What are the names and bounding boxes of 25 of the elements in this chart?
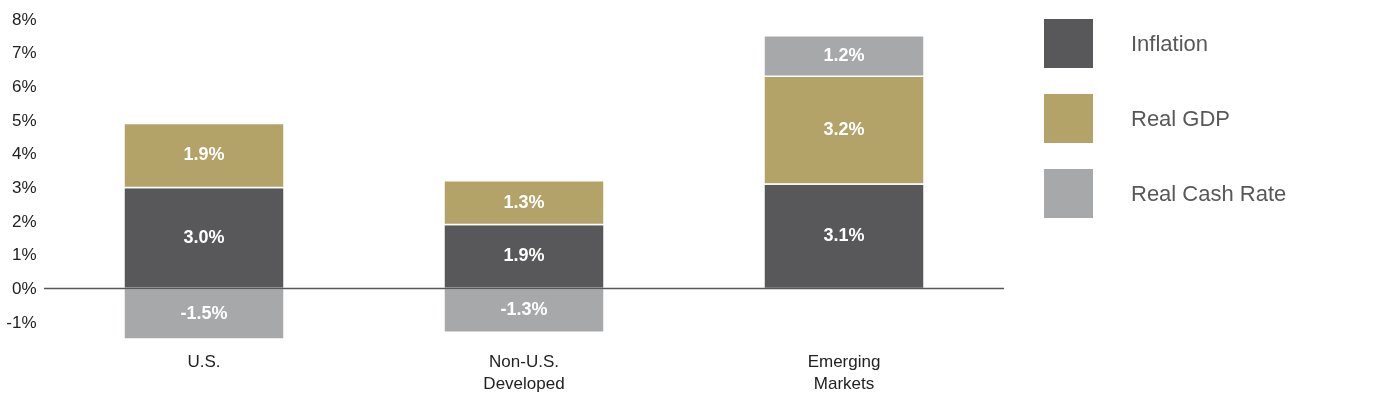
y-tick-label: 2%: [11, 211, 37, 231]
x-tick-label: Emerging Markets: [807, 351, 881, 393]
data-label: 3.2%: [823, 119, 865, 140]
y-tick-label: 7%: [11, 43, 37, 63]
legend-label: Real Cash Rate: [1131, 180, 1287, 206]
data-label: 3.0%: [183, 226, 225, 247]
legend-label: Inflation: [1131, 30, 1209, 56]
data-label: 3.1%: [823, 225, 865, 246]
y-tick-label: 3%: [11, 177, 37, 197]
data-label: -1.3%: [500, 299, 548, 320]
data-label: -1.5%: [180, 302, 228, 323]
x-tick-label: U.S.: [187, 351, 221, 371]
y-tick-label: 0%: [11, 278, 37, 298]
y-tick-label: -1%: [6, 312, 37, 332]
data-label: 1.9%: [183, 144, 225, 165]
data-label: 1.2%: [823, 45, 865, 66]
y-tick-label: 5%: [11, 110, 37, 130]
y-tick-label: 1%: [11, 245, 37, 265]
x-tick-label: Non-U.S. Developed: [483, 351, 565, 393]
data-label: 1.9%: [503, 245, 545, 266]
y-tick-label: 8%: [11, 9, 37, 29]
y-tick-label: 6%: [11, 76, 37, 96]
data-label: 1.3%: [503, 191, 545, 212]
y-tick-label: 4%: [11, 144, 37, 164]
legend-label: Real GDP: [1131, 105, 1231, 131]
